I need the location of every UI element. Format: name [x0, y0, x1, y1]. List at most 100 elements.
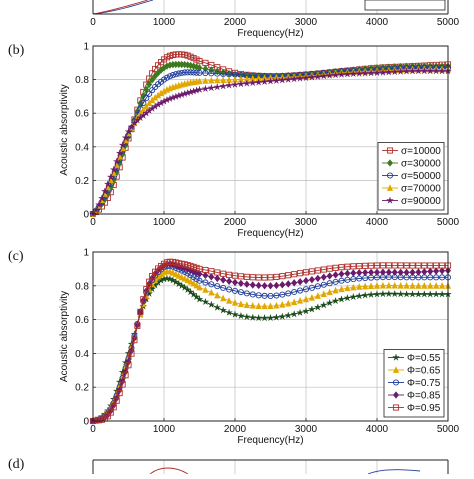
series-point-1: [397, 281, 404, 289]
series-point-4: [343, 70, 352, 78]
series-point-4: [220, 270, 227, 277]
series-point-4: [296, 74, 305, 82]
series-point-1: [302, 295, 310, 303]
series-point-0: [408, 290, 417, 298]
series-point-0: [196, 58, 203, 65]
series-point-2: [320, 281, 327, 288]
plot-frame: [92, 45, 449, 215]
series-point-4: [207, 83, 216, 92]
series-point-4: [319, 72, 328, 80]
series-point-0: [325, 298, 334, 307]
series-point-4: [201, 84, 210, 93]
series-point-0: [284, 311, 293, 319]
legend-swatch-marker: [392, 379, 400, 386]
series-point-3: [285, 280, 292, 288]
series-point-1: [379, 281, 386, 289]
series-line-partial: [149, 467, 189, 475]
series-point-4: [122, 372, 129, 379]
series-point-2: [308, 284, 315, 291]
series-point-4: [421, 262, 428, 269]
series-point-4: [208, 268, 215, 275]
legend-entry: Φ=0.65: [407, 366, 441, 377]
series-point-0: [236, 311, 245, 320]
series-point-4: [290, 74, 299, 83]
series-line-4: [92, 261, 448, 422]
series-point-0: [192, 292, 201, 301]
series-point-4: [243, 273, 250, 280]
chart-panel-a-partial: 0 1000 2000 3000 4000 5000 Frequency(Hz): [90, 0, 460, 39]
x-tick-label: 5000: [437, 17, 460, 28]
series-point-1: [190, 279, 197, 287]
series-point-2: [178, 69, 185, 76]
series-point-2: [190, 69, 197, 76]
series-point-2: [297, 287, 304, 294]
legend-entry: σ=50000: [401, 171, 441, 182]
x-axis-label: Frequency(Hz): [237, 228, 303, 239]
series-point-4: [236, 79, 245, 88]
series-point-3: [362, 268, 369, 277]
x-tick-label: 1000: [153, 17, 176, 28]
x-axis-label: Frequency(Hz): [237, 435, 303, 446]
series-point-3: [279, 281, 286, 289]
series-point-4: [127, 122, 136, 131]
series-point-0: [168, 276, 177, 284]
series-point-4: [118, 140, 127, 149]
series-point-1: [273, 301, 280, 309]
series-point-2: [344, 276, 351, 283]
series-point-0: [290, 310, 299, 318]
series-point-0: [272, 313, 281, 321]
legend-swatch-marker: [386, 184, 394, 191]
series-point-0: [242, 312, 251, 321]
series-point-2: [208, 281, 215, 288]
series-point-0: [219, 306, 228, 314]
series-point-4: [397, 262, 404, 269]
series-point-3: [226, 277, 233, 285]
series-point-2: [214, 283, 221, 290]
series-point-0: [414, 290, 423, 298]
series-point-3: [403, 268, 410, 277]
series-point-0: [266, 313, 275, 322]
series-point-4: [378, 68, 387, 76]
legend-swatch-marker: [387, 159, 393, 167]
series-point-1: [409, 282, 416, 289]
series-point-1: [439, 282, 446, 289]
series-point-2: [202, 70, 209, 77]
series-point-3: [314, 274, 321, 283]
series-point-4: [415, 262, 422, 269]
series-point-0: [186, 287, 195, 296]
series-point-4: [143, 286, 150, 293]
series-point-4: [285, 272, 292, 279]
series-point-4: [361, 69, 370, 77]
series-point-1: [255, 302, 262, 310]
series-point-3: [220, 276, 227, 284]
series-point-4: [302, 269, 310, 276]
series-point-3: [261, 282, 268, 290]
series-point-4: [291, 271, 298, 278]
series-point-4: [302, 73, 310, 82]
series-point-1: [196, 64, 203, 72]
series-point-3: [308, 275, 315, 284]
series-point-1: [350, 283, 357, 291]
series-point-2: [243, 290, 250, 297]
series-point-1: [308, 294, 315, 301]
legend: Φ=0.55 Φ=0.65Φ=0.75 Φ=0.85Φ=0.95: [383, 349, 445, 418]
series-point-4: [116, 390, 123, 397]
legend-entry: Φ=0.95: [407, 403, 441, 414]
legend-entry: σ=90000: [401, 196, 441, 207]
series-point-1: [320, 290, 327, 297]
series-point-4: [355, 69, 364, 77]
y-tick-label: 1: [83, 42, 89, 53]
series-point-0: [225, 308, 234, 317]
series-point-1: [261, 302, 268, 310]
legend-entry: Φ=0.75: [407, 378, 441, 389]
y-tick-label: 0: [83, 210, 89, 221]
series-point-4: [140, 296, 147, 303]
series-point-2: [231, 287, 239, 294]
legend-swatch-marker: [386, 196, 394, 204]
x-tick-label: 2000: [224, 17, 247, 28]
series-point-4: [110, 404, 117, 411]
series-point-2: [196, 277, 203, 284]
series-point-4: [254, 78, 263, 86]
series-point-2: [208, 70, 215, 77]
y-tick-label: 0.2: [75, 176, 89, 187]
